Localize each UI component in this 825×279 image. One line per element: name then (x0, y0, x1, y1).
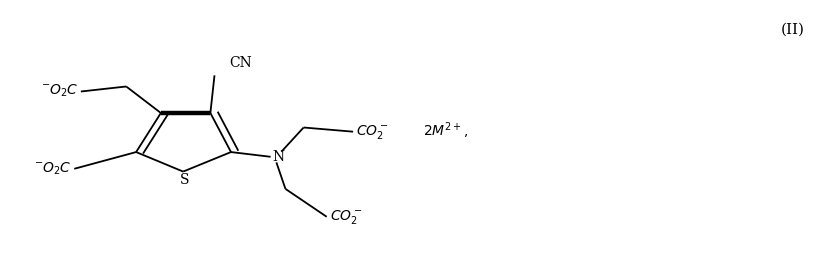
Text: $2M^{2+},$: $2M^{2+},$ (423, 120, 469, 141)
Text: (II): (II) (780, 22, 804, 36)
Text: $^-\!O_2C$: $^-\!O_2C$ (32, 161, 72, 177)
Text: S: S (180, 173, 190, 187)
Text: N: N (272, 150, 285, 164)
Text: CN: CN (229, 56, 252, 70)
Text: $CO_2^-$: $CO_2^-$ (356, 123, 389, 141)
Text: $CO_2^-$: $CO_2^-$ (330, 208, 362, 226)
Text: $^-\!O_2C$: $^-\!O_2C$ (39, 83, 78, 99)
